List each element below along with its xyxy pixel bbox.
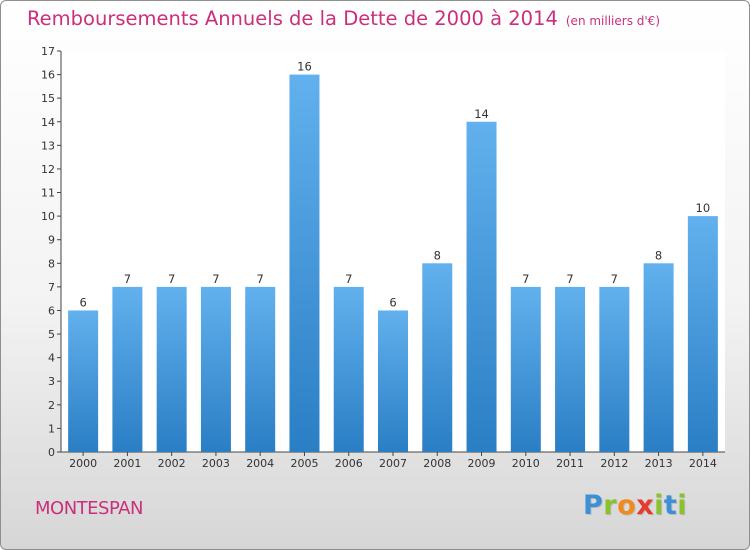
- x-tick-label: 2000: [69, 457, 97, 470]
- bar-value-label: 7: [345, 272, 352, 286]
- bar: [378, 310, 408, 452]
- proxiti-logo: Proxiti: [583, 490, 688, 521]
- bar-value-label: 10: [696, 201, 711, 215]
- bar-value-label: 7: [257, 272, 264, 286]
- bar-value-label: 7: [522, 272, 529, 286]
- y-tick-label: 2: [48, 399, 55, 412]
- chart-unit-label: (en milliers d'€): [565, 14, 660, 28]
- y-tick-label: 11: [41, 187, 55, 200]
- x-tick-label: 2010: [512, 457, 540, 470]
- x-tick-label: 2006: [335, 457, 363, 470]
- bar: [289, 74, 320, 453]
- y-tick-label: 6: [48, 304, 55, 317]
- bar-value-label: 8: [434, 248, 441, 262]
- bar-value-label: 6: [79, 295, 86, 309]
- y-tick-label: 0: [48, 446, 55, 459]
- bar: [599, 286, 630, 452]
- commune-name: MONTESPAN: [35, 498, 143, 519]
- bar: [200, 286, 231, 452]
- bar: [466, 121, 497, 452]
- bar-value-label: 14: [474, 107, 489, 121]
- y-tick-label: 10: [41, 210, 55, 223]
- y-tick-label: 12: [41, 163, 55, 176]
- chart-title-text: Remboursements Annuels de la Dette de 20…: [27, 7, 558, 30]
- bar-value-label: 7: [212, 272, 219, 286]
- bar-value-label: 7: [168, 272, 175, 286]
- y-tick-label: 4: [48, 352, 55, 365]
- y-tick-label: 16: [41, 69, 55, 82]
- y-tick-label: 14: [41, 116, 55, 129]
- bar: [333, 286, 364, 452]
- x-tick-label: 2004: [246, 457, 274, 470]
- y-tick-label: 17: [41, 45, 55, 58]
- bar-value-label: 7: [566, 272, 573, 286]
- y-tick-label: 5: [48, 328, 55, 341]
- chart-title: Remboursements Annuels de la Dette de 20…: [27, 7, 660, 30]
- bar: [687, 216, 718, 452]
- x-tick-label: 2011: [556, 457, 584, 470]
- x-tick-label: 2013: [645, 457, 673, 470]
- bar-value-label: 16: [297, 60, 312, 74]
- bar-value-label: 8: [655, 248, 662, 262]
- y-tick-label: 13: [41, 139, 55, 152]
- x-tick-label: 2002: [158, 457, 186, 470]
- x-tick-label: 2008: [423, 457, 451, 470]
- bar-value-label: 6: [389, 295, 396, 309]
- bar-value-label: 7: [611, 272, 618, 286]
- bar: [156, 286, 187, 452]
- x-tick-label: 2001: [113, 457, 141, 470]
- y-tick-label: 8: [48, 257, 55, 270]
- x-tick-label: 2009: [468, 457, 496, 470]
- x-tick-label: 2007: [379, 457, 407, 470]
- x-tick-label: 2012: [600, 457, 628, 470]
- bar: [68, 310, 99, 452]
- bar: [112, 286, 143, 452]
- y-tick-label: 3: [48, 375, 55, 388]
- y-tick-label: 9: [48, 234, 55, 247]
- bar-value-label: 7: [124, 272, 131, 286]
- x-tick-label: 2003: [202, 457, 230, 470]
- bars: [68, 74, 718, 453]
- bar: [422, 263, 453, 452]
- bar: [555, 286, 586, 452]
- value-labels: 6 7 7 7 7 16 7 6 8 14 7 7 7 8 10: [79, 60, 710, 310]
- bar: [245, 286, 276, 452]
- bar: [643, 263, 674, 452]
- x-tick-label: 2014: [689, 457, 717, 470]
- x-tick-label: 2005: [290, 457, 318, 470]
- y-tick-label: 1: [48, 422, 55, 435]
- bar: [510, 286, 541, 452]
- x-axis-ticks: 2000 2001 2002 2003 2004 2005 2006 2007 2008 2009…: [69, 452, 717, 470]
- y-tick-label: 15: [41, 92, 55, 105]
- y-tick-label: 7: [48, 281, 55, 294]
